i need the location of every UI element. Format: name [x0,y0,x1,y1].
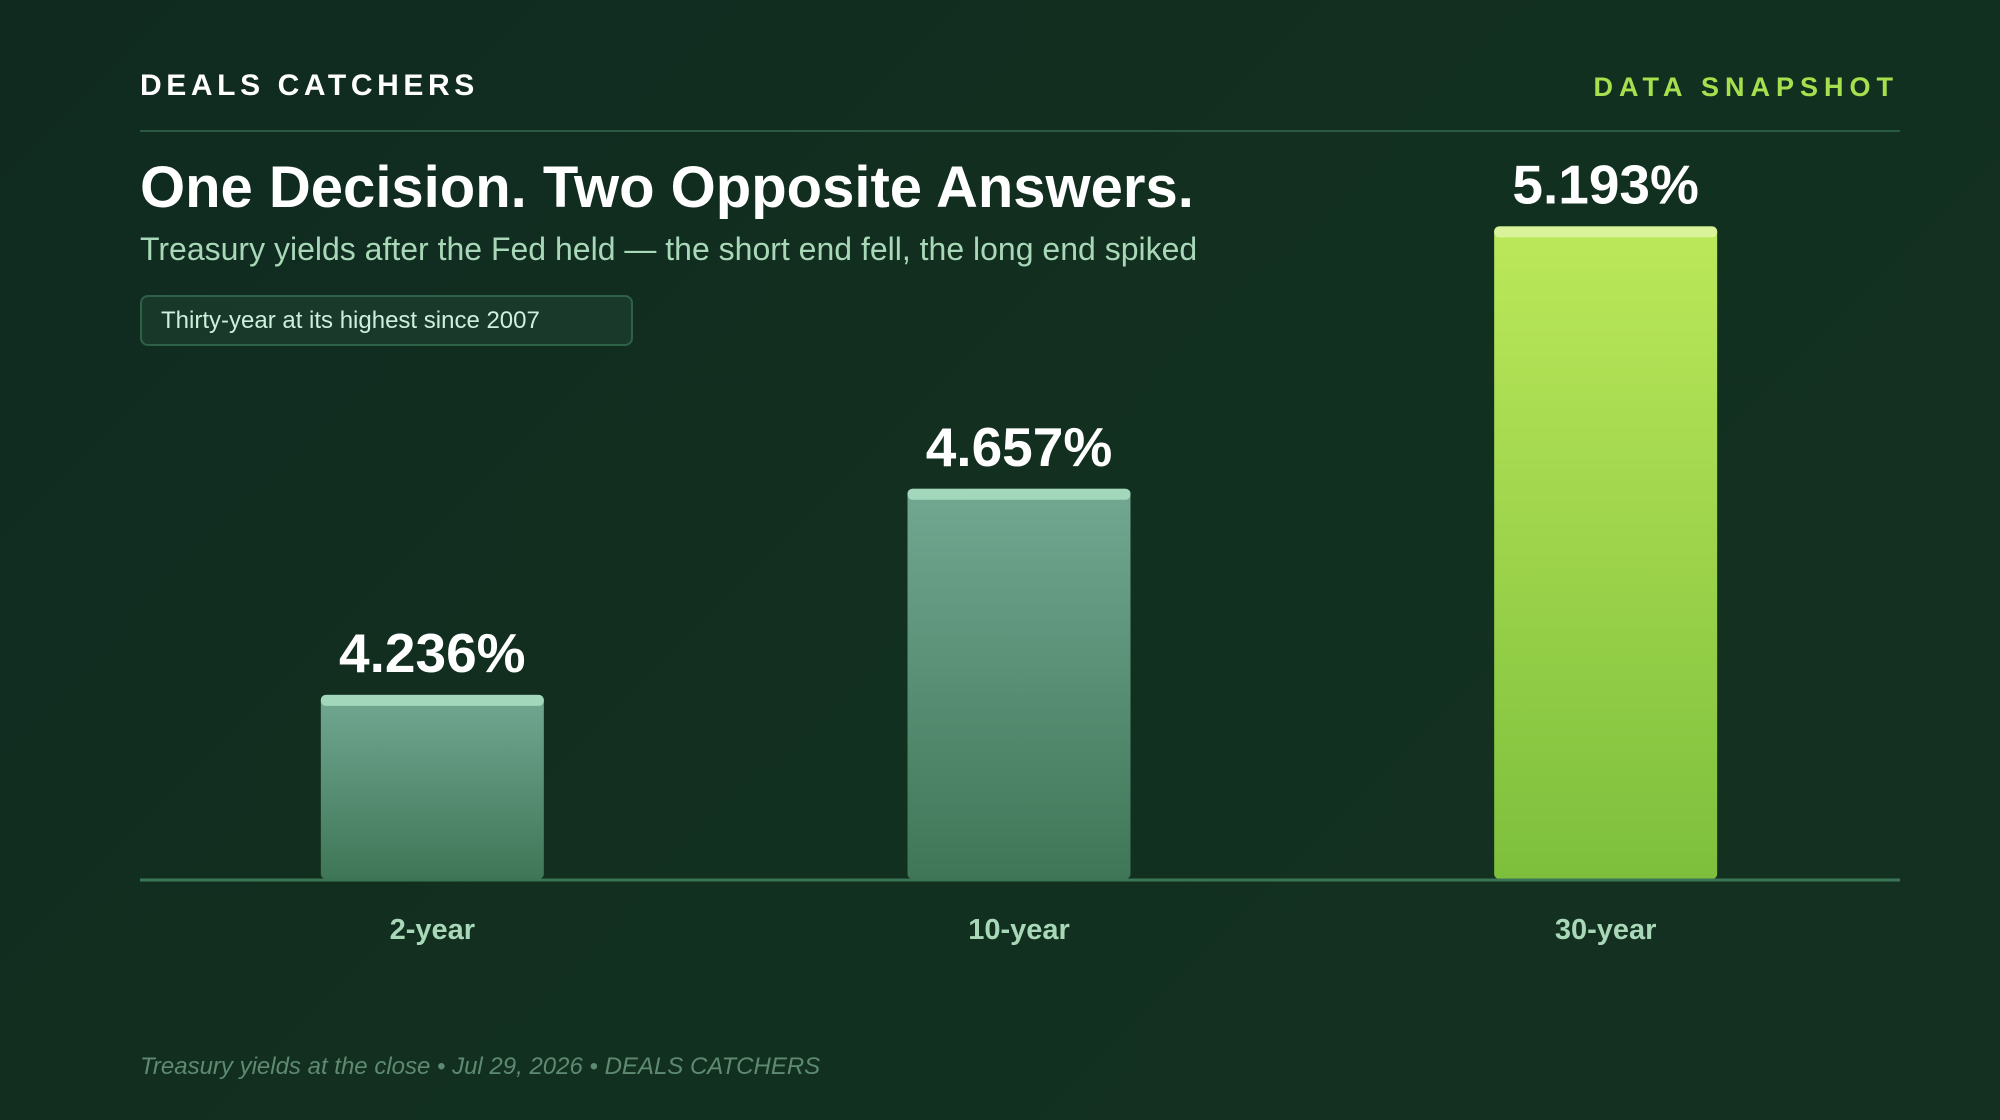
page-subtitle: Treasury yields after the Fed held — the… [140,231,1198,267]
bar-cap-30-year [1494,226,1718,238]
section-tag: DATA SNAPSHOT [1593,72,1899,102]
source-footnote: Treasury yields at the close • Jul 29, 2… [140,1053,821,1080]
category-label-30-year: 30-year [1555,914,1657,946]
value-label-10-year: 4.657% [926,416,1113,478]
bar-cap-2-year [320,694,544,706]
brand-name: DEALS CATCHERS [140,69,479,102]
page-title: One Decision. Two Opposite Answers. [140,155,1194,220]
callout-badge: Thirty-year at its highest since 2007 [140,295,633,346]
category-label-10-year: 10-year [968,914,1070,946]
bar-cap-10-year [907,488,1131,500]
value-label-30-year: 5.193% [1512,153,1699,215]
bar-30-year [1494,226,1718,879]
value-label-2-year: 4.236% [339,622,526,684]
bar-10-year [907,488,1131,879]
header-divider [140,130,1900,132]
bar-2-year [320,694,544,879]
category-label-2-year: 2-year [390,914,475,946]
